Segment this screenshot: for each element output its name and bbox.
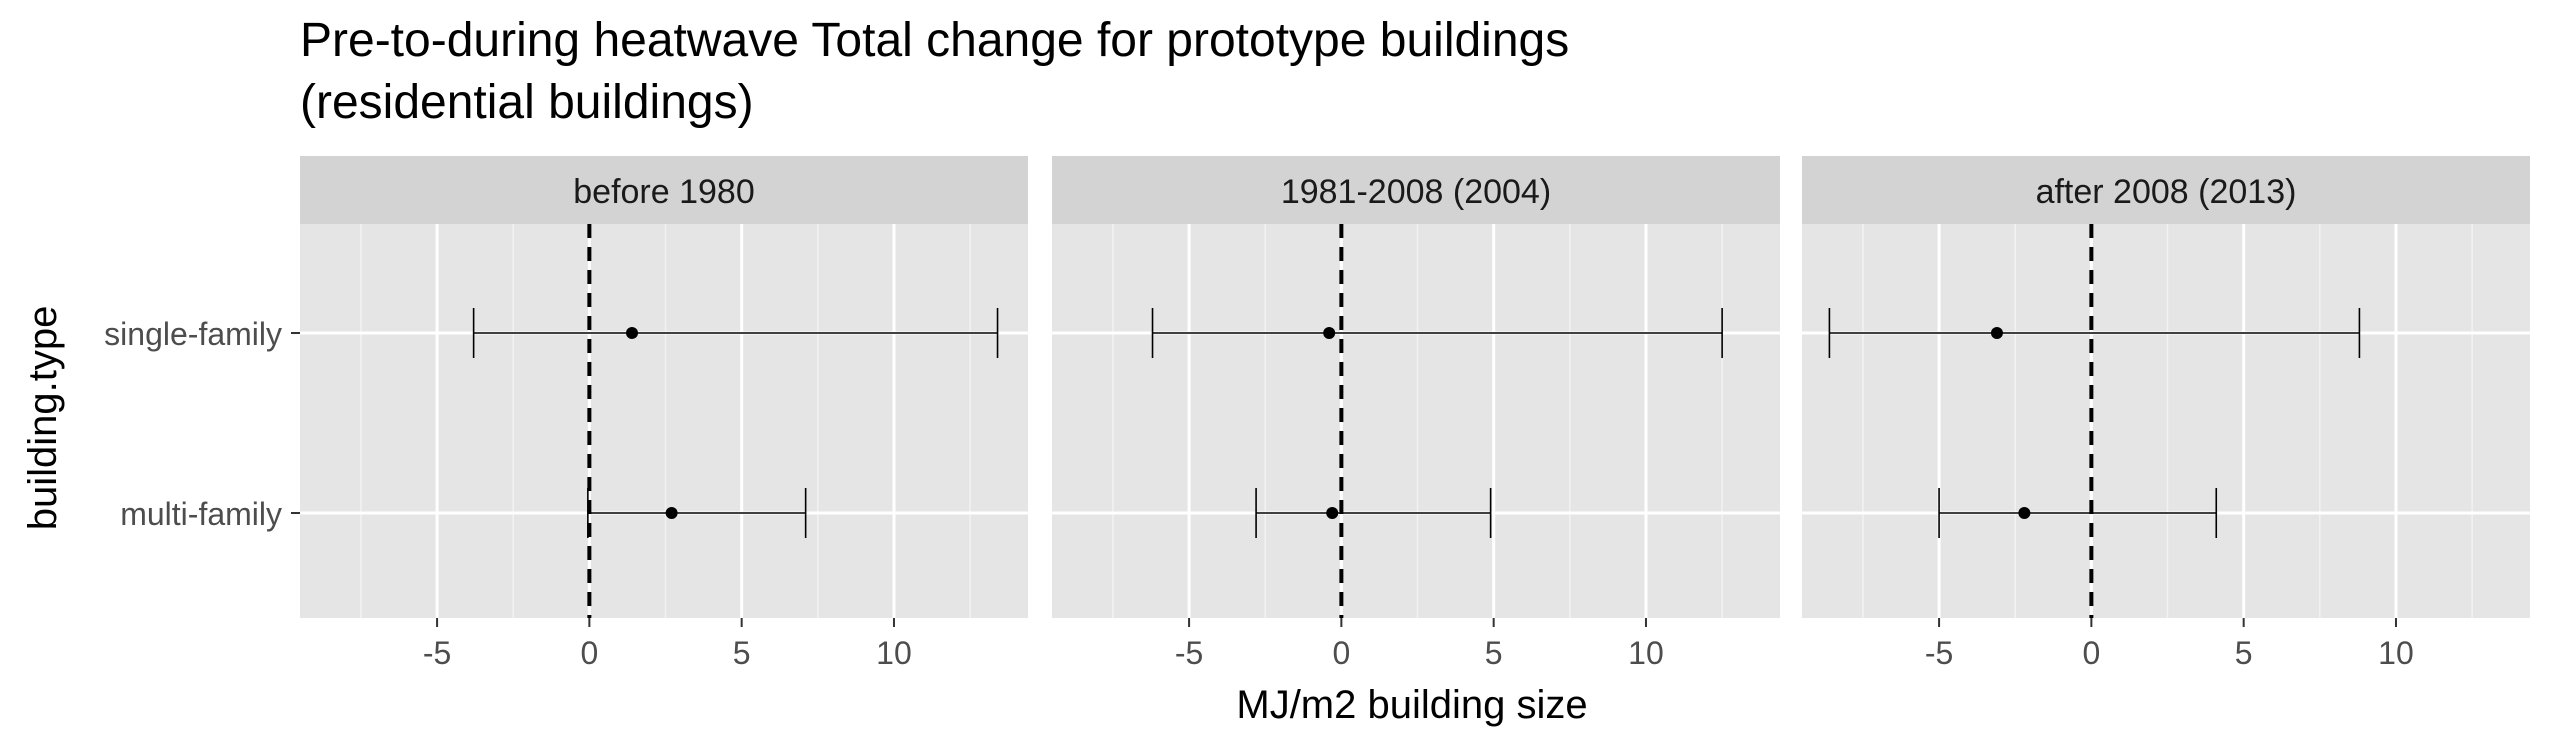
panel-background (300, 224, 1028, 618)
point-estimate (1326, 507, 1339, 519)
panel-background (1802, 224, 2530, 618)
x-tick-label: 0 (2082, 635, 2100, 671)
point-estimate (2018, 507, 2031, 519)
facet-panels: before 1980 -5 0 5 10 1981-2008 (2004) -5 0 5 10 a… (104, 156, 2530, 671)
point-estimate (1323, 327, 1336, 339)
x-tick-label: 10 (876, 635, 912, 671)
point-estimate (665, 507, 678, 519)
y-tick-label: multi-family (120, 496, 282, 532)
facet-strip-label: after 2008 (2013) (2036, 173, 2297, 211)
facet-strip (300, 156, 1028, 224)
x-tick-label: 0 (1332, 635, 1350, 671)
x-tick-label: 10 (1628, 635, 1664, 671)
chart-subtitle: (residential buildings) (300, 76, 754, 129)
x-tick-label: -5 (423, 635, 451, 671)
y-axis-label: building.type (21, 306, 65, 531)
x-tick-label: 0 (580, 635, 598, 671)
facet-strip (1802, 156, 2530, 224)
facet-strip (1052, 156, 1780, 224)
facet-strip-label: before 1980 (573, 173, 755, 211)
x-tick-label: -5 (1925, 635, 1953, 671)
point-estimate (626, 327, 639, 339)
x-tick-label: -5 (1175, 635, 1203, 671)
x-tick-label: 10 (2378, 635, 2414, 671)
chart-title: Pre-to-during heatwave Total change for … (300, 14, 1569, 67)
point-estimate (1990, 327, 2003, 339)
y-tick-label: single-family (104, 316, 282, 352)
facet-strip-label: 1981-2008 (2004) (1281, 173, 1551, 211)
x-tick-label: 5 (2235, 635, 2253, 671)
panel-background (1052, 224, 1780, 618)
x-tick-label: 5 (733, 635, 751, 671)
x-tick-label: 5 (1485, 635, 1503, 671)
x-axis-label: MJ/m2 building size (1236, 683, 1587, 727)
